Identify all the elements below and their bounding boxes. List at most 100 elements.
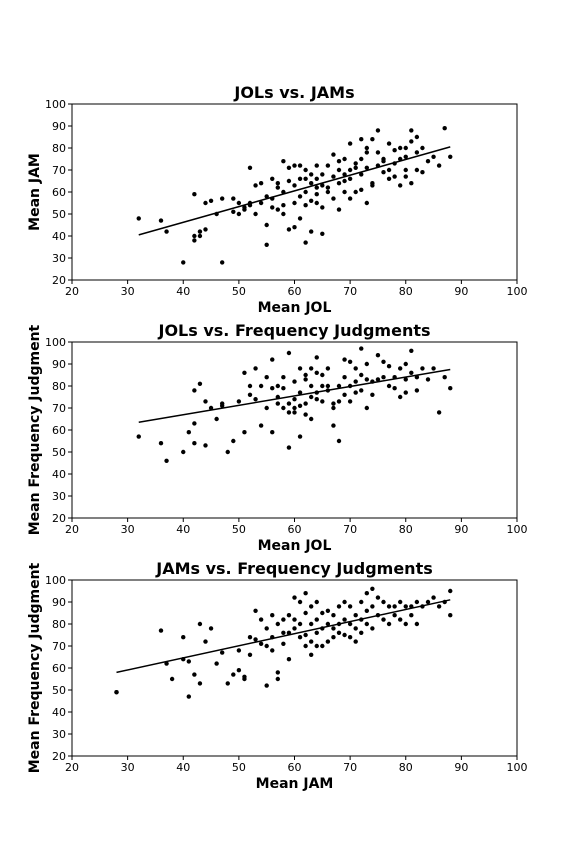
chart-2-point — [409, 348, 414, 353]
chart-3-point — [181, 635, 186, 640]
chart-2-point — [331, 401, 336, 406]
chart-3-ytick-label: 50 — [52, 684, 66, 697]
chart-3-point — [448, 588, 453, 594]
chart-3-point — [281, 617, 286, 622]
chart-3-point — [397, 617, 403, 622]
chart-1-point — [397, 183, 403, 188]
chart-3-point — [192, 672, 197, 677]
chart-3-point — [375, 595, 381, 600]
chart-2-point — [253, 397, 258, 402]
chart-1-title: JOLs vs. JAMs — [233, 83, 354, 102]
chart-1-point — [281, 211, 286, 217]
chart-2-point — [336, 399, 342, 404]
chart-2-point — [375, 353, 381, 358]
chart-1-point — [253, 211, 258, 217]
chart-1-point — [253, 183, 258, 188]
chart-1-point — [409, 181, 414, 186]
chart-2-point — [397, 366, 403, 371]
chart-2-ytick-label: 30 — [52, 490, 66, 503]
chart-3-point — [158, 628, 164, 633]
chart-1-point — [364, 145, 370, 151]
chart-3-point — [347, 621, 353, 627]
chart-1-point — [420, 170, 425, 175]
chart-2-point — [308, 394, 314, 400]
chart-1: JOLs vs. JAMs Mean JOL Mean JAM 20 30 40 50… — [27, 83, 528, 316]
chart-1-point — [281, 203, 286, 208]
chart-2-title: JOLs vs. Frequency Judgments — [158, 321, 431, 340]
chart-1-xtick-label: 100 — [507, 285, 528, 298]
chart-2-xlabel: Mean JOL — [258, 538, 332, 554]
chart-1-point — [336, 167, 342, 173]
chart-1-point — [386, 141, 392, 146]
chart-1-xtick-label: 70 — [343, 285, 357, 298]
chart-1-point — [292, 183, 297, 188]
chart-2-point — [203, 443, 208, 448]
chart-2-ytick-label: 60 — [52, 424, 66, 437]
chart-3: JAMs vs. Frequency Judgments Mean JAM Me… — [27, 559, 528, 792]
chart-1-point — [258, 200, 264, 206]
chart-1-point — [192, 233, 197, 239]
chart-2-point — [364, 361, 370, 367]
chart-1-point — [403, 154, 408, 159]
chart-1-point — [308, 181, 314, 186]
chart-2-point — [403, 377, 408, 382]
chart-1-point — [370, 181, 375, 186]
chart-1-point — [325, 163, 331, 168]
chart-1-point — [219, 260, 225, 265]
chart-3-xtick-label: 70 — [343, 761, 357, 774]
chart-2-point — [364, 377, 370, 382]
chart-3-point — [397, 599, 403, 605]
chart-2-point — [242, 370, 247, 375]
chart-3-point — [381, 617, 386, 622]
chart-1-point — [442, 126, 447, 131]
chart-3-point — [325, 621, 331, 627]
chart-2-xtick-label: 80 — [399, 523, 413, 536]
chart-1-point — [364, 200, 370, 206]
chart-3-point — [303, 591, 308, 596]
chart-2-point — [397, 394, 403, 400]
chart-1-ytick-label: 50 — [52, 208, 66, 221]
chart-2-point — [342, 392, 347, 397]
chart-1-point — [314, 185, 319, 190]
chart-1-point — [375, 128, 381, 133]
chart-2-point — [359, 388, 364, 393]
chart-3-point — [403, 621, 408, 627]
chart-1-point — [347, 167, 353, 173]
chart-1-point — [219, 196, 225, 201]
chart-1-point — [386, 167, 392, 173]
chart-1-xtick-label: 60 — [288, 285, 302, 298]
chart-3-point — [297, 599, 303, 605]
chart-1-ytick-label: 90 — [52, 120, 66, 133]
chart-1-point — [297, 216, 303, 221]
chart-1-xtick-label: 40 — [176, 285, 190, 298]
chart-3-point — [381, 599, 386, 605]
chart-3-point — [292, 626, 297, 631]
chart-2-xtick-label: 100 — [507, 523, 528, 536]
chart-3-point — [386, 621, 392, 627]
chart-3-point — [292, 595, 297, 600]
chart-1-point — [281, 159, 286, 164]
chart-2-point — [258, 423, 264, 428]
chart-1-point — [303, 176, 308, 181]
chart-3-point — [281, 641, 286, 646]
chart-1-xtick-label: 50 — [232, 285, 246, 298]
chart-1-point — [325, 185, 331, 190]
chart-3-point — [370, 626, 375, 631]
chart-1-point — [381, 170, 386, 175]
chart-3-point — [336, 604, 342, 609]
chart-2-point — [192, 421, 197, 426]
chart-1-ytick-label: 30 — [52, 252, 66, 265]
chart-1-point — [275, 185, 281, 190]
chart-1-point — [364, 150, 370, 155]
chart-3-ytick-label: 30 — [52, 728, 66, 741]
chart-2-point — [264, 405, 269, 411]
chart-2-xtick-label: 50 — [232, 523, 246, 536]
chart-3-point — [431, 595, 436, 600]
chart-3-point — [403, 604, 408, 609]
chart-2-point — [375, 377, 381, 382]
chart-3-point — [308, 652, 314, 657]
chart-1-point — [342, 156, 347, 162]
chart-1-point — [264, 194, 269, 199]
chart-2-point — [381, 375, 386, 380]
chart-2-point — [292, 405, 297, 411]
